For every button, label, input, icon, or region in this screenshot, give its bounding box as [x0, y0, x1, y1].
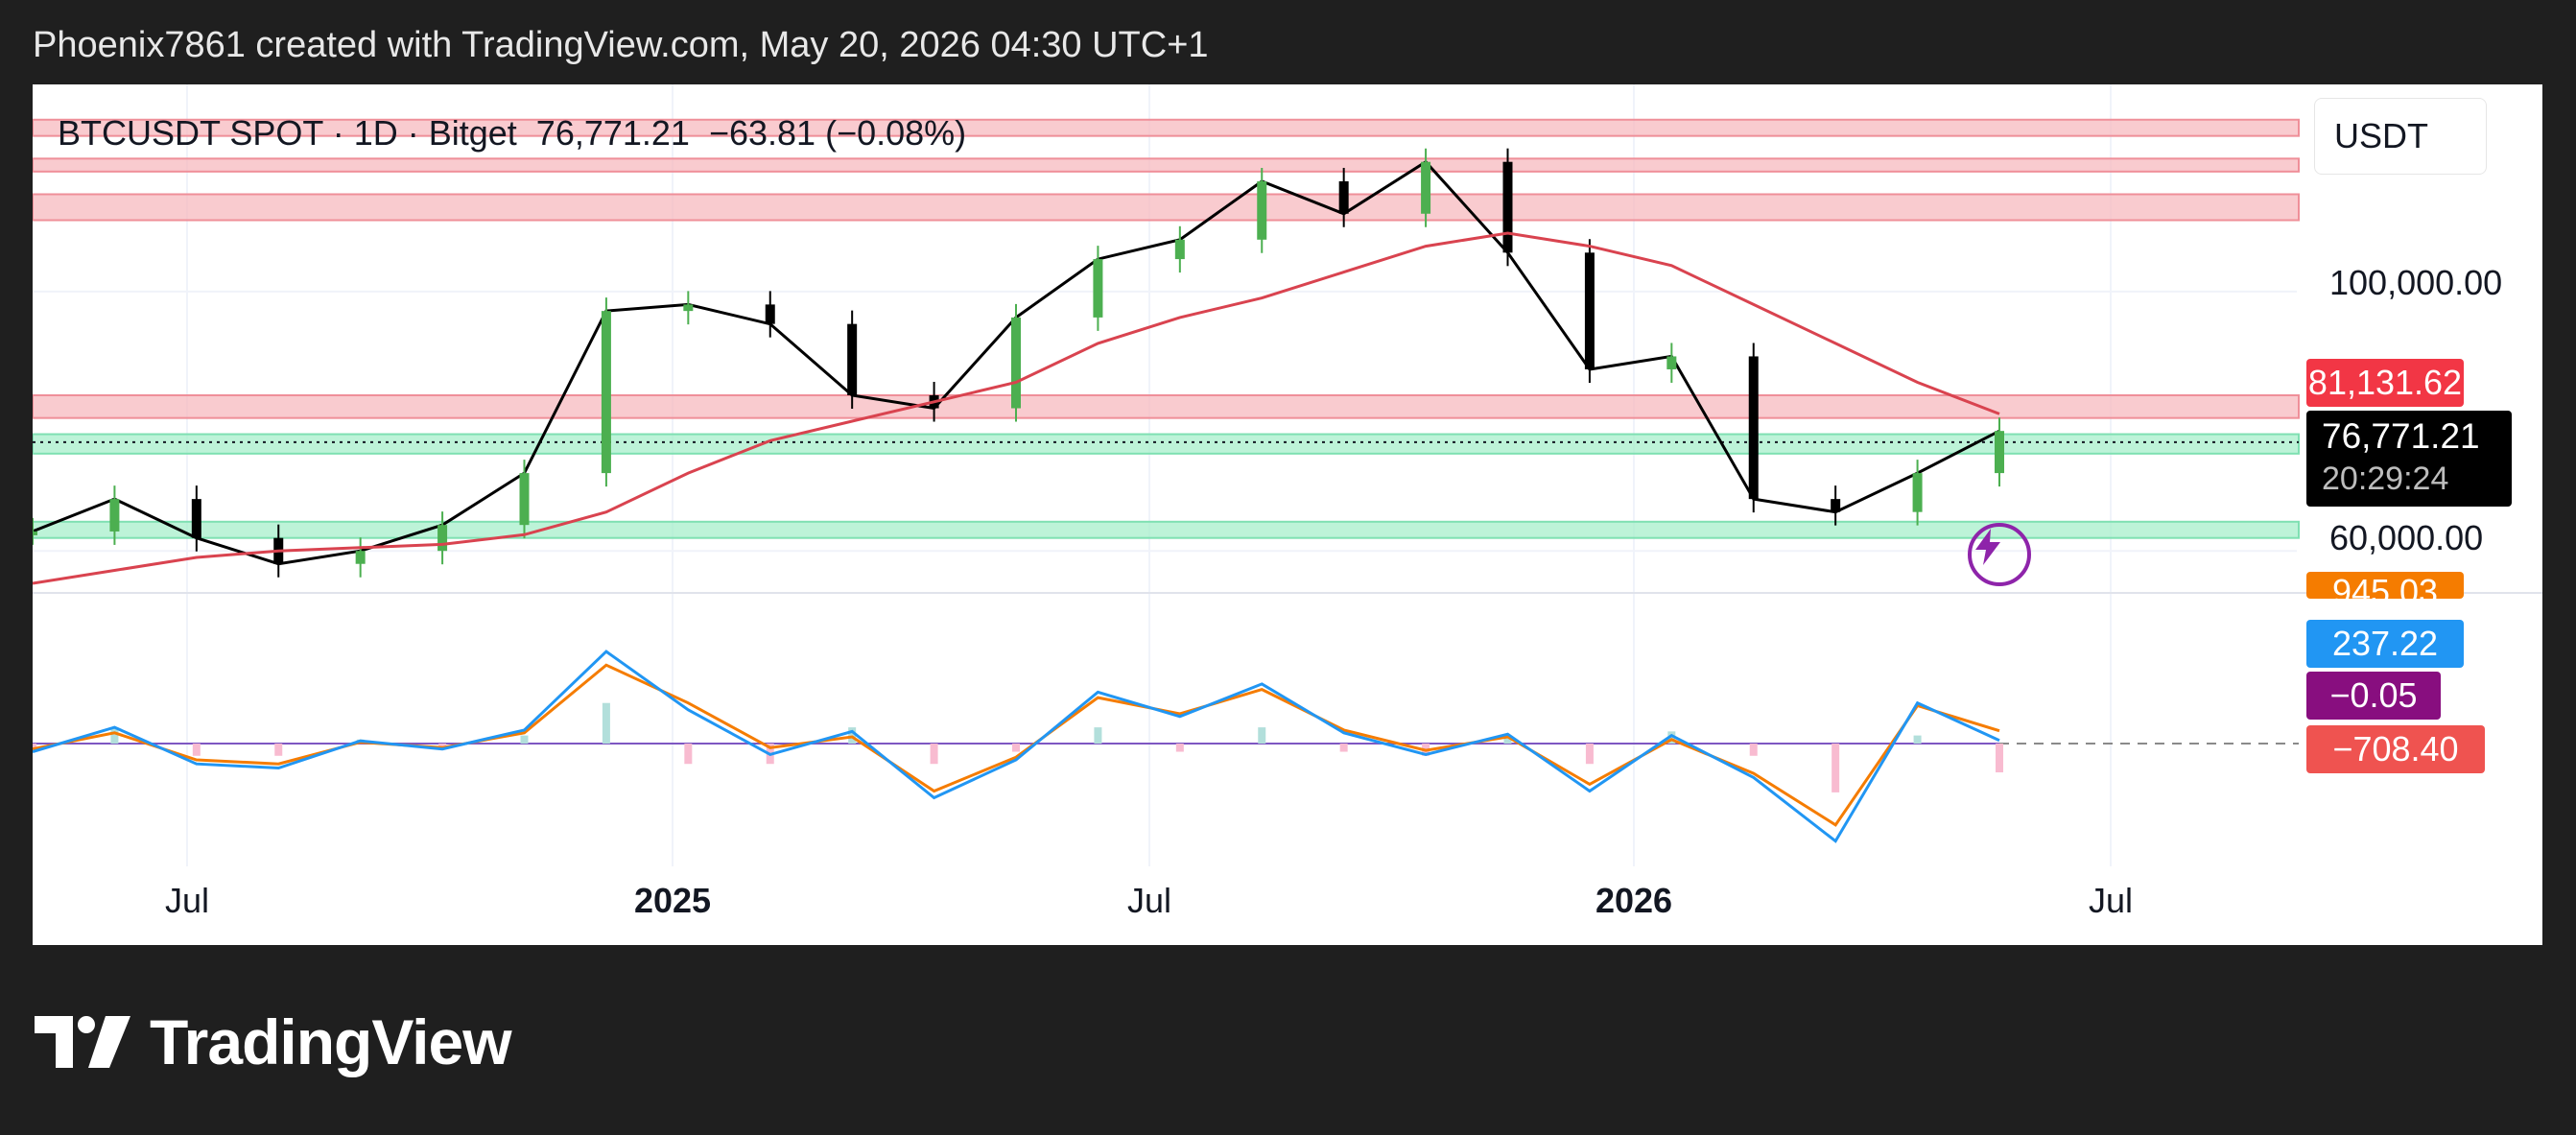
candle-body [355, 551, 366, 564]
candle-body [1093, 259, 1103, 318]
bolt-glyph [1975, 529, 2000, 565]
candle-body [1831, 499, 1841, 512]
histogram-bar [274, 744, 283, 756]
chart-attribution: Phoenix7861 created with TradingView.com… [33, 25, 1209, 65]
histogram-bar [192, 744, 201, 756]
histogram-bar [1996, 744, 2003, 773]
price-tick-60000: 60,000.00 [2329, 518, 2484, 557]
candle-body [1748, 356, 1759, 500]
time-tick-jul-2025: Jul [1126, 881, 1172, 920]
candle-body [1995, 431, 2004, 474]
candle-body [191, 499, 201, 538]
histogram-bar [930, 744, 938, 765]
candle-body [33, 531, 37, 535]
support-zone [33, 520, 2300, 539]
price-chart[interactable] [33, 84, 2542, 945]
histogram-bar [1913, 735, 1922, 745]
moving-average-line [33, 231, 2000, 585]
histogram-bar [1258, 727, 1266, 745]
histogram-bar [438, 744, 447, 748]
oscillator-low-tag: −708.40 [2306, 725, 2485, 773]
tradingview-logo[interactable]: TradingView [35, 1005, 512, 1078]
signal-value: 945.03 [2331, 572, 2439, 599]
histogram-bar [602, 702, 610, 745]
lightning-bolt-icon[interactable] [1968, 523, 2031, 586]
candle-body [519, 473, 530, 526]
macd-value-tag: 237.22 [2306, 620, 2464, 668]
resistance-zone [33, 193, 2300, 222]
histogram-bar [1667, 731, 1676, 745]
histogram-value-tag: −0.05 [2306, 672, 2441, 720]
candle-body [601, 311, 611, 474]
histogram-bar [1749, 744, 1758, 756]
candle-body [1174, 239, 1185, 260]
currency-button[interactable]: USDT [2314, 98, 2487, 175]
histogram-bar [1832, 744, 1840, 792]
time-tick-jul-2024: Jul [164, 881, 210, 920]
time-tick-2026: 2026 [1595, 881, 1673, 920]
candle-body [1421, 161, 1431, 214]
support-zone [33, 433, 2300, 455]
chart-panel[interactable]: BTCUSDT SPOT · 1D · Bitget 76,771.21 −63… [33, 84, 2542, 945]
histogram-bar [1012, 744, 1020, 752]
last-price-value: 76,771.21 [2322, 416, 2480, 456]
ma-value-tag: 81,131.62 [2306, 359, 2464, 407]
candle-body [1257, 180, 1267, 240]
last-price-tag: 76,771.21 20:29:24 [2306, 411, 2512, 507]
price-tick-100000: 100,000.00 [2329, 263, 2503, 302]
histogram-bar [110, 727, 119, 745]
resistance-zone [33, 394, 2300, 419]
histogram-bar [1503, 735, 1512, 745]
symbol-title: BTCUSDT SPOT · 1D · Bitget [58, 113, 517, 153]
time-tick-2025: 2025 [633, 881, 712, 920]
bar-countdown: 20:29:24 [2322, 461, 2449, 497]
candle-body [683, 304, 694, 312]
tradingview-logo-icon [35, 1016, 130, 1068]
histogram-bar [520, 735, 529, 745]
candle-body [765, 304, 775, 324]
symbol-info: BTCUSDT SPOT · 1D · Bitget 76,771.21 −63… [58, 113, 976, 154]
resistance-zone [33, 157, 2300, 173]
symbol-change: −63.81 (−0.08%) [708, 113, 967, 153]
candle-body [109, 499, 120, 532]
candle-body [1338, 180, 1349, 214]
histogram-bar [1585, 744, 1594, 765]
candle-body [1011, 317, 1021, 409]
histogram-bar [1175, 744, 1184, 752]
histogram-bar [1094, 727, 1102, 745]
tradingview-wordmark: TradingView [150, 1006, 512, 1077]
macd-line [33, 650, 2000, 843]
time-tick-jul-2026: Jul [2088, 881, 2134, 920]
candle-body [1502, 161, 1513, 253]
candle-body [1584, 252, 1595, 369]
histogram-bar [684, 744, 693, 765]
candle-body [437, 525, 448, 552]
candle-body [847, 323, 858, 395]
signal-value-tag: 945.03 [2306, 572, 2464, 599]
histogram-bar [1339, 744, 1348, 752]
candle-body [1666, 356, 1677, 369]
symbol-price: 76,771.21 [535, 113, 690, 153]
candle-body [1912, 473, 1923, 512]
resistance-zone [33, 118, 2300, 137]
